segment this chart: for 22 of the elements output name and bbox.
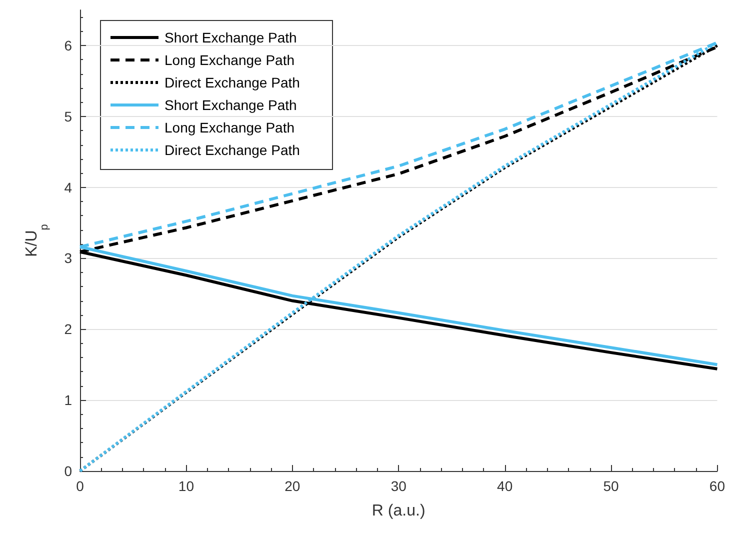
x-tick-label: 40: [497, 478, 513, 494]
legend-label: Short Exchange Path: [164, 30, 297, 46]
y-axis-title: K/Up: [24, 224, 50, 257]
x-tick-label: 30: [390, 478, 407, 494]
y-tick-label: 5: [64, 108, 72, 124]
y-tick-label: 4: [64, 179, 72, 196]
y-tick-label: 0: [64, 463, 72, 479]
x-tick-label: 10: [178, 478, 194, 494]
y-tick-label: 6: [64, 37, 72, 54]
x-tick-label: 60: [709, 478, 726, 494]
legend-label: Long Exchange Path: [164, 120, 294, 136]
x-tick-label: 20: [284, 478, 300, 494]
legend-label: Short Exchange Path: [164, 97, 297, 113]
x-axis-title: R (a.u.): [372, 502, 426, 520]
y-tick-label: 2: [64, 321, 72, 338]
x-tick-label: 0: [76, 478, 84, 494]
y-tick-label: 3: [64, 250, 72, 266]
legend-label: Long Exchange Path: [164, 52, 294, 68]
y-tick-label: 1: [64, 392, 72, 408]
legend-label: Direct Exchange Path: [164, 142, 300, 158]
x-tick-label: 50: [603, 478, 620, 494]
legend-label: Direct Exchange Path: [164, 74, 300, 90]
